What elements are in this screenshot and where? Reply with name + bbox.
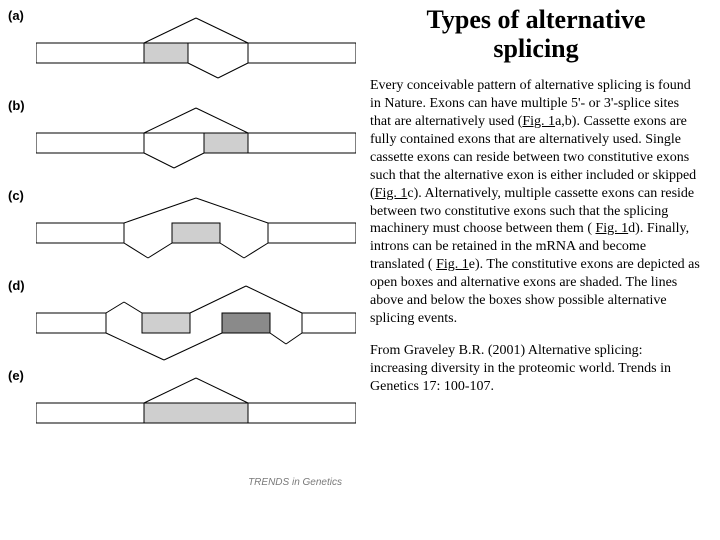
panel-label: (b) — [8, 98, 25, 113]
splice-line — [164, 333, 222, 360]
constitutive-exon — [36, 43, 144, 63]
figure-link[interactable]: Fig. 1 — [595, 221, 628, 236]
trends-credit: TRENDS in Genetics — [248, 477, 342, 488]
figure-link[interactable]: Fig. 1 — [522, 114, 555, 129]
splice-line — [196, 18, 248, 43]
page-title: Types of alternative splicing — [370, 6, 702, 63]
splice-diagram — [36, 192, 356, 274]
constitutive-exon — [248, 403, 356, 423]
splice-line — [218, 63, 248, 78]
splice-line — [144, 378, 196, 403]
constitutive-exon — [302, 313, 356, 333]
panel-label: (c) — [8, 188, 24, 203]
splice-line — [124, 198, 196, 223]
constitutive-exon — [248, 43, 356, 63]
splice-line — [246, 286, 302, 313]
constitutive-exon — [36, 403, 144, 423]
figure-link[interactable]: Fig. 1 — [375, 186, 408, 201]
constitutive-exon — [268, 223, 356, 243]
splice-panel-e: (e) — [8, 368, 356, 458]
splice-line — [124, 243, 148, 258]
splice-line — [244, 243, 268, 258]
splice-diagram — [36, 102, 356, 184]
alternative-exon — [204, 133, 248, 153]
splice-panel-b: (b) — [8, 98, 356, 188]
splice-line — [144, 108, 196, 133]
splice-line — [106, 333, 164, 360]
title-line-1: Types of alternative — [426, 5, 645, 34]
constitutive-exon — [248, 133, 356, 153]
splice-line — [196, 198, 268, 223]
alternative-exon — [144, 403, 248, 423]
splice-line — [188, 63, 218, 78]
title-line-2: splicing — [493, 34, 578, 63]
splice-line — [270, 333, 286, 344]
panel-label: (d) — [8, 278, 25, 293]
alternative-exon — [142, 313, 190, 333]
figure-link[interactable]: Fig. 1 — [436, 257, 469, 272]
splice-line — [144, 18, 196, 43]
splice-line — [196, 378, 248, 403]
splice-line — [174, 153, 204, 168]
splice-diagram — [36, 372, 356, 454]
panel-label: (e) — [8, 368, 24, 383]
splice-diagram — [36, 12, 356, 94]
alternative-exon — [172, 223, 220, 243]
constitutive-exon — [36, 223, 124, 243]
splice-line — [220, 243, 244, 258]
splice-line — [144, 153, 174, 168]
splice-line — [124, 302, 142, 313]
panel-label: (a) — [8, 8, 24, 23]
alternative-exon — [144, 43, 188, 63]
splice-diagram — [36, 282, 356, 364]
splice-line — [196, 108, 248, 133]
splice-panel-a: (a) — [8, 8, 356, 98]
citation: From Graveley B.R. (2001) Alternative sp… — [370, 342, 702, 396]
constitutive-exon — [36, 133, 144, 153]
splice-panel-c: (c) — [8, 188, 356, 278]
body-paragraph: Every conceivable pattern of alternative… — [370, 77, 702, 328]
text-column: Types of alternative splicing Every conc… — [360, 0, 720, 540]
splice-line — [190, 286, 246, 313]
diagram-column: (a) (b) (c) (d) (e) TRENDS in Genetics — [0, 0, 360, 540]
splice-panel-d: (d) — [8, 278, 356, 368]
splice-line — [148, 243, 172, 258]
constitutive-exon — [36, 313, 106, 333]
splice-line — [106, 302, 124, 313]
splice-line — [286, 333, 302, 344]
alternative-exon — [222, 313, 270, 333]
